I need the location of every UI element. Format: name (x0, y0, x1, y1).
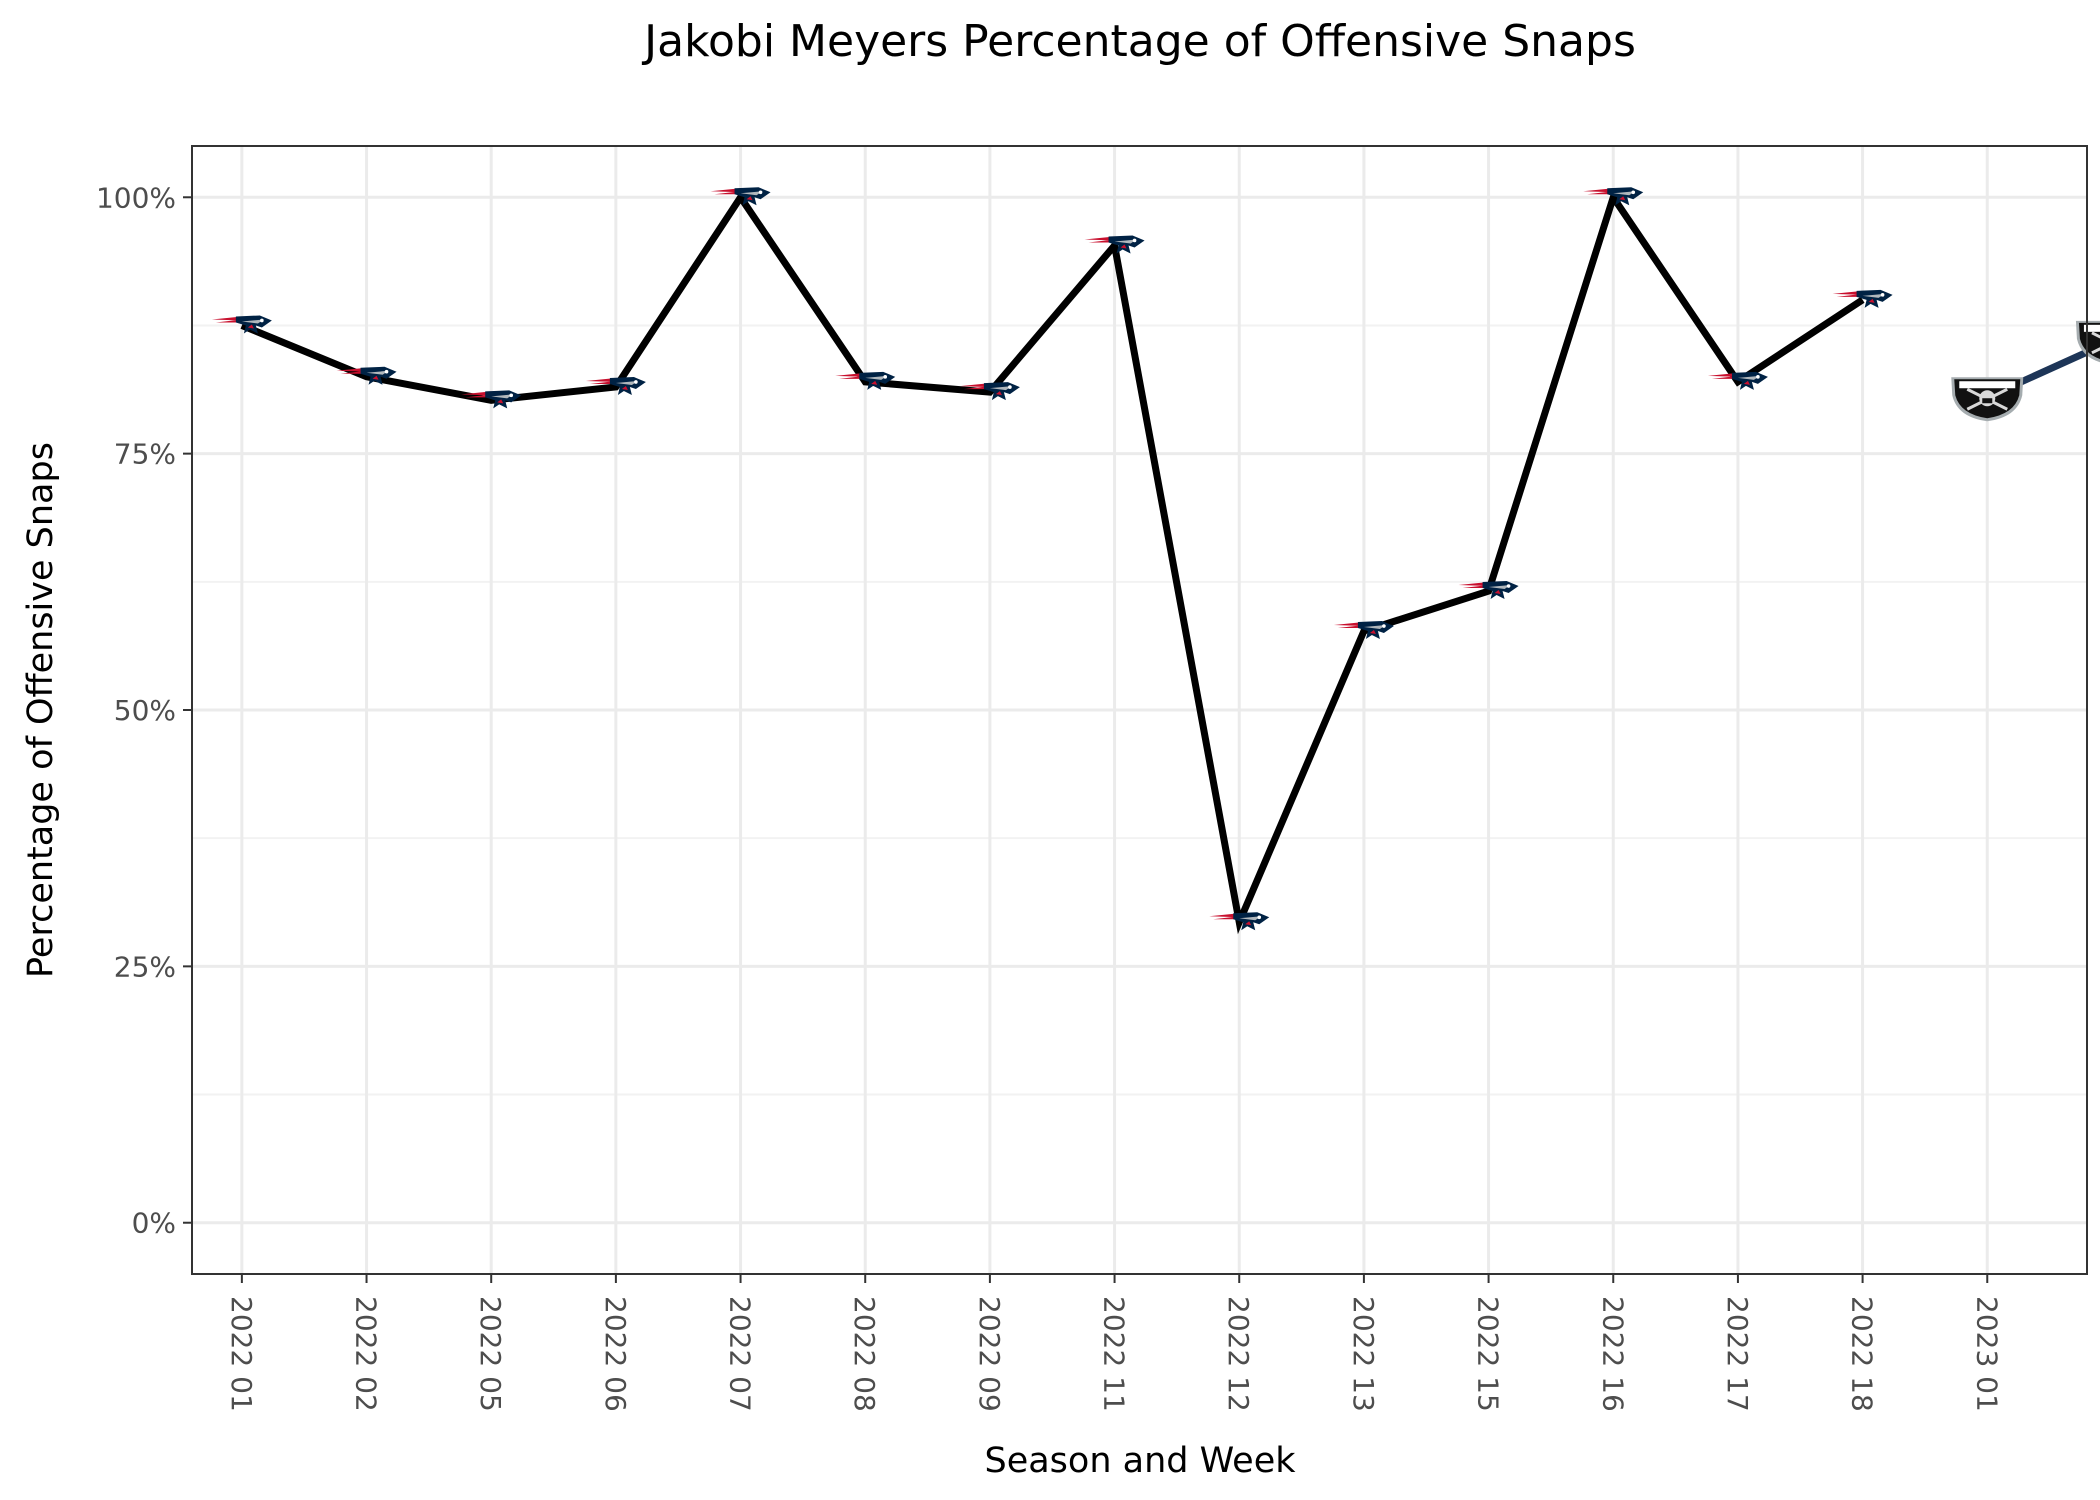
patriots-logo-icon (1458, 581, 1519, 600)
patriots-logo-icon (1583, 187, 1644, 206)
grid (192, 146, 2087, 1274)
x-tick-label: 2022 07 (724, 1296, 757, 1412)
y-tick-label: 25% (114, 950, 176, 983)
raiders-logo-icon (1951, 377, 2024, 422)
y-tick-label: 0% (132, 1207, 176, 1240)
patriots-logo-icon (1832, 289, 1893, 308)
x-tick-label: 2022 13 (1347, 1296, 1380, 1412)
patriots-logo-icon (585, 376, 646, 395)
y-axis-ticks: 0% 25% 50% 75% 100% (96, 181, 192, 1240)
patriots-logo-icon (1084, 235, 1145, 254)
patriots-logo-icon (1209, 912, 1270, 931)
x-tick-label: 2022 15 (1472, 1296, 1505, 1412)
x-axis-ticks: 2022 01 2022 02 2022 05 2022 06 2022 07 2022 … (225, 1274, 2100, 1412)
x-tick-label: 2022 16 (1596, 1296, 1629, 1412)
x-tick-label: 2022 05 (474, 1296, 507, 1412)
x-tick-label: 2023 01 (1970, 1296, 2003, 1412)
y-tick-label: 100% (96, 181, 176, 214)
y-axis-title: Percentage of Offensive Snaps (21, 442, 61, 978)
x-tick-label: 2022 09 (973, 1296, 1006, 1412)
x-tick-label: 2022 18 (1846, 1296, 1879, 1412)
y-tick-label: 50% (114, 694, 176, 727)
x-tick-label: 2023 03 (2095, 1296, 2100, 1412)
x-tick-label: 2022 11 (1098, 1296, 1131, 1412)
x-tick-label: 2022 02 (350, 1296, 383, 1412)
x-tick-label: 2022 08 (848, 1296, 881, 1412)
team-markers (211, 187, 2100, 931)
patriots-logo-icon (710, 187, 771, 206)
x-tick-label: 2022 12 (1222, 1296, 1255, 1412)
patriots-logo-icon (1333, 621, 1394, 640)
patriots-logo-icon (336, 366, 397, 385)
x-axis-title: Season and Week (984, 1441, 1296, 1481)
x-tick-label: 2022 17 (1721, 1296, 1754, 1412)
patriots-logo-icon (1707, 371, 1768, 390)
patriots-logo-icon (835, 371, 896, 390)
y-tick-label: 75% (114, 438, 176, 471)
x-tick-label: 2022 06 (599, 1296, 632, 1412)
patriots-logo-icon (959, 382, 1020, 401)
patriots-logo-icon (211, 315, 272, 334)
x-tick-label: 2022 01 (225, 1296, 258, 1412)
chart-title: Jakobi Meyers Percentage of Offensive Sn… (641, 16, 1636, 67)
patriots-logo-icon (461, 390, 522, 409)
